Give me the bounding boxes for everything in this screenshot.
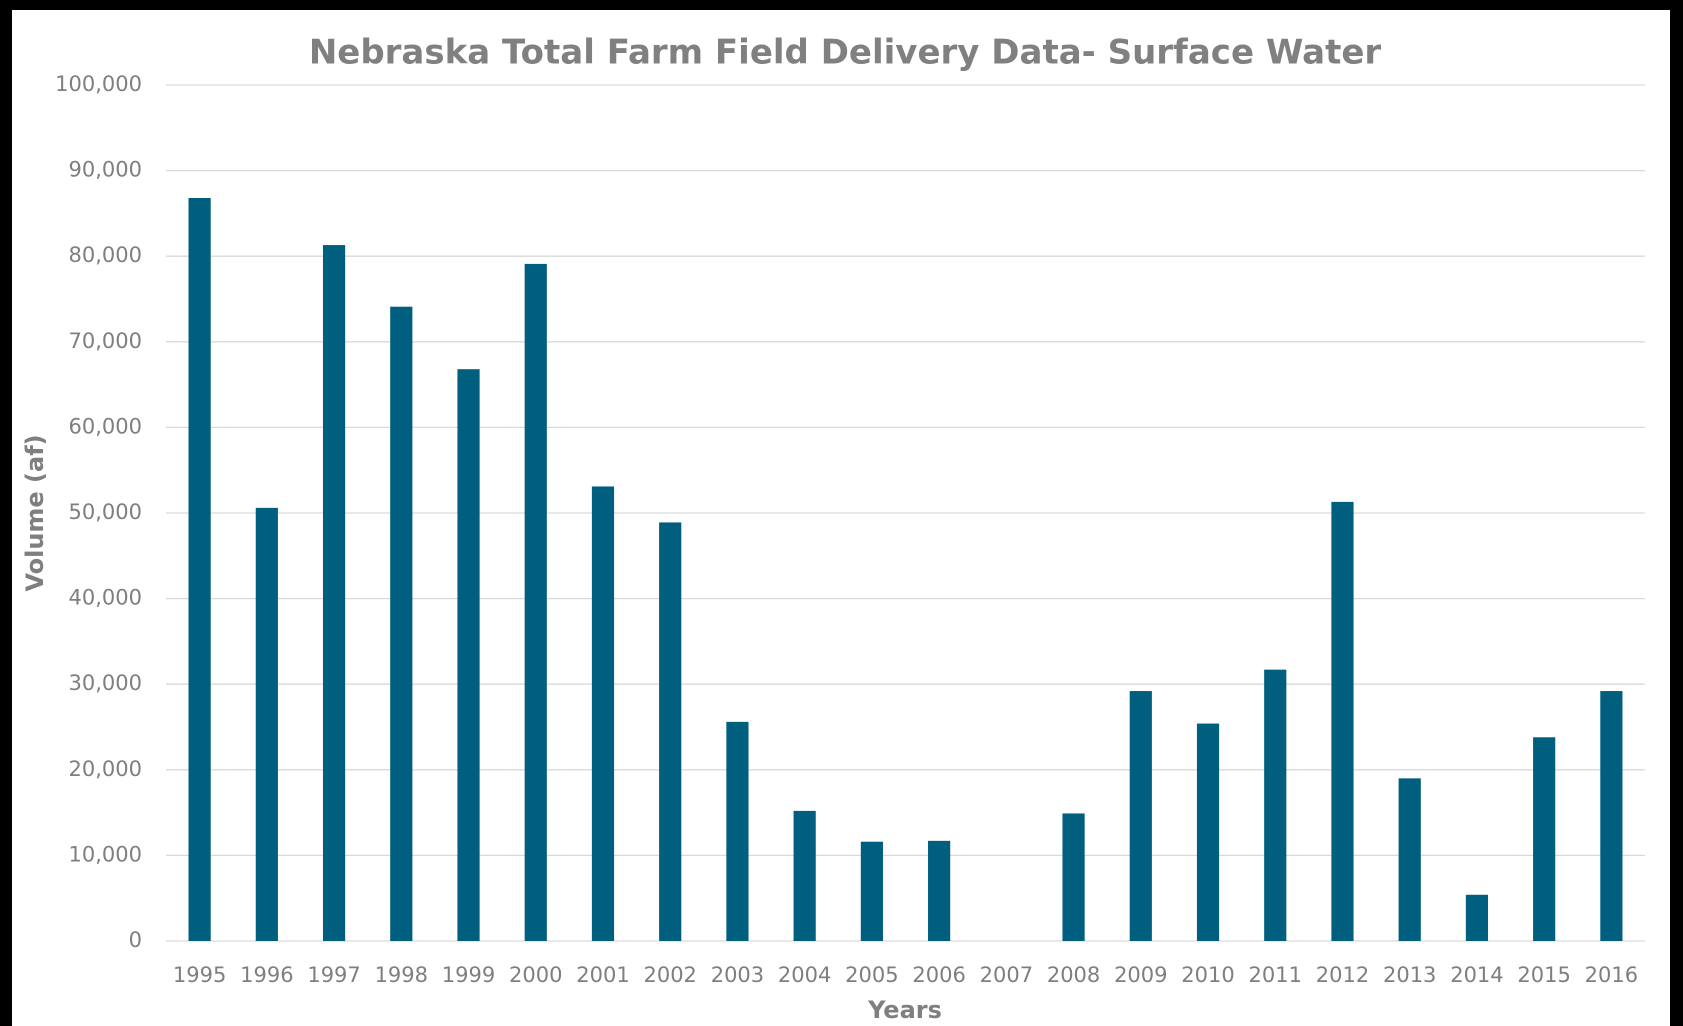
x-tick-label: 2009 (1114, 963, 1167, 987)
x-tick-label: 2005 (845, 963, 898, 987)
bar (1331, 501, 1354, 941)
y-tick-label: 100,000 (55, 72, 142, 96)
x-tick-label: 2011 (1249, 963, 1302, 987)
bar (1196, 723, 1220, 941)
x-tick-label: 2015 (1517, 963, 1570, 987)
x-tick-label: 2003 (711, 963, 764, 987)
y-axis-title: Volume (af) (21, 434, 49, 591)
bar (1129, 691, 1152, 941)
y-tick-label: 40,000 (69, 586, 142, 610)
x-tick-label: 1996 (240, 963, 293, 987)
x-tick-label: 2002 (643, 963, 696, 987)
bar (726, 721, 749, 941)
x-tick-label: 2001 (576, 963, 629, 987)
y-tick-label: 80,000 (69, 243, 142, 267)
bar (524, 263, 547, 941)
x-tick-label: 1997 (307, 963, 360, 987)
bar (322, 245, 346, 941)
x-axis-title: Years (867, 996, 942, 1024)
x-tick-label: 2006 (912, 963, 965, 987)
bar (1465, 894, 1489, 941)
bar (591, 486, 615, 941)
y-tick-label: 30,000 (69, 671, 142, 695)
y-tick-label: 10,000 (69, 842, 142, 866)
bar (928, 840, 951, 941)
x-tick-label: 1995 (173, 963, 226, 987)
y-tick-label: 20,000 (69, 757, 142, 781)
y-tick-label: 50,000 (69, 500, 142, 524)
x-tick-label: 1998 (375, 963, 428, 987)
x-tick-label: 2007 (980, 963, 1033, 987)
x-tick-label: 2016 (1585, 963, 1638, 987)
bar (659, 522, 682, 941)
chart-area (12, 10, 1670, 1026)
x-tick-label: 2008 (1047, 963, 1100, 987)
x-tick-label: 2012 (1316, 963, 1369, 987)
bar (1533, 737, 1556, 941)
bar (1398, 778, 1421, 941)
x-tick-label: 2004 (778, 963, 831, 987)
bar (1264, 669, 1287, 941)
y-tick-label: 90,000 (69, 158, 142, 182)
x-tick-label: 1999 (442, 963, 495, 987)
bar (1600, 691, 1623, 941)
x-tick-label: 2013 (1383, 963, 1436, 987)
bar (255, 507, 278, 941)
x-tick-label: 2010 (1181, 963, 1234, 987)
y-tick-label: 70,000 (69, 329, 142, 353)
x-tick-label: 2014 (1450, 963, 1503, 987)
bar (860, 841, 883, 941)
bar (390, 306, 413, 942)
x-tick-label: 2000 (509, 963, 562, 987)
bar (188, 197, 211, 941)
y-tick-label: 0 (129, 928, 142, 952)
chart-title: Nebraska Total Farm Field Delivery Data-… (309, 33, 1382, 73)
bar (793, 810, 816, 941)
bar (457, 369, 480, 941)
y-tick-label: 60,000 (69, 414, 142, 438)
bar (1062, 813, 1085, 941)
